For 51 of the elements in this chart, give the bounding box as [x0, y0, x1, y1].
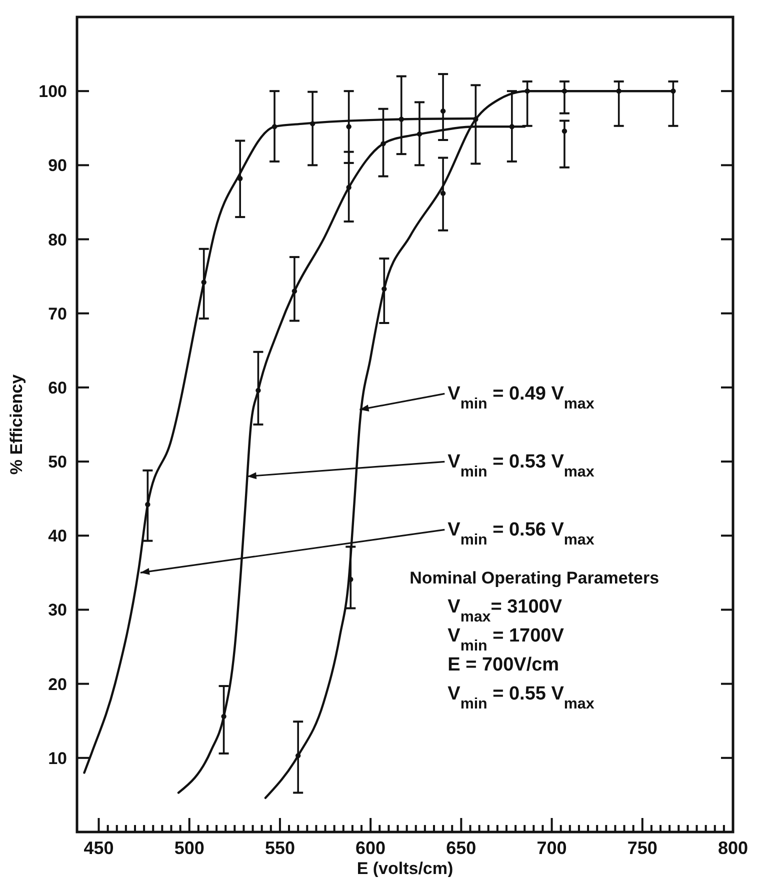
- y-tick-label: 30: [48, 600, 67, 620]
- point: [145, 502, 150, 508]
- point: [524, 88, 530, 94]
- point: [272, 124, 278, 130]
- x-tick-label: 550: [264, 838, 295, 858]
- x-tick-label: 600: [356, 838, 386, 858]
- x-tick-label: 500: [174, 838, 204, 858]
- y-tick-label: 20: [48, 674, 67, 694]
- point: [292, 288, 298, 294]
- annotation: V$_{max}$= 3100V: [448, 596, 562, 626]
- point: [237, 176, 243, 182]
- point: [221, 714, 226, 720]
- annotation: V$_{min}$ = 0.55 V$_{max}$: [448, 684, 595, 712]
- point: [440, 108, 446, 114]
- x-tick-label: 750: [627, 838, 658, 858]
- y-tick-label: 70: [48, 304, 67, 324]
- point: [509, 124, 515, 130]
- y-tick-label: 40: [48, 526, 67, 546]
- x-tick-label: 450: [84, 838, 114, 858]
- y-axis-title: % Efficiency: [7, 374, 26, 475]
- annotation: E = 700V/cm: [448, 654, 560, 676]
- point: [201, 280, 206, 285]
- y-tick-label: 50: [48, 452, 67, 472]
- x-tick-label: 700: [536, 838, 567, 858]
- point: [440, 190, 446, 196]
- y-tick-label: 10: [48, 748, 67, 768]
- point: [562, 128, 568, 134]
- point: [473, 116, 478, 122]
- point: [416, 131, 422, 137]
- point: [346, 184, 352, 190]
- point: [295, 753, 301, 758]
- point: [398, 116, 404, 122]
- point: [310, 121, 316, 126]
- annotation: V$_{min}$ = 0.56 V$_{max}$: [448, 520, 595, 548]
- y-tick-label: 80: [48, 230, 67, 250]
- point: [670, 88, 676, 94]
- y-tick-label: 100: [38, 82, 67, 102]
- point: [382, 286, 387, 292]
- point: [616, 88, 622, 94]
- x-tick-label: 800: [718, 838, 748, 858]
- point: [256, 388, 261, 394]
- point: [562, 88, 568, 94]
- point: [346, 124, 352, 130]
- y-tick-label: 90: [48, 156, 67, 176]
- annotation: Nominal Operating Parameters: [410, 568, 660, 588]
- annotation: V$_{min}$ = 0.49 V$_{max}$: [448, 384, 595, 412]
- annotation: V$_{min}$ = 0.53 V$_{max}$: [448, 452, 595, 480]
- point: [380, 141, 386, 146]
- y-tick-label: 60: [48, 378, 67, 398]
- annotation: V$_{min}$ = 1700V: [448, 626, 564, 654]
- x-tick-label: 650: [446, 838, 476, 858]
